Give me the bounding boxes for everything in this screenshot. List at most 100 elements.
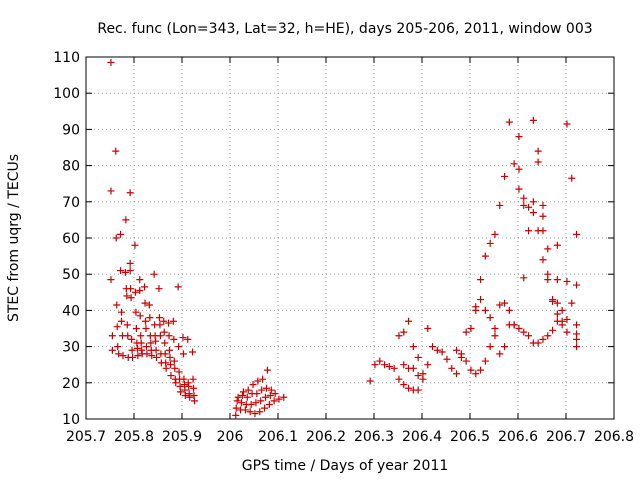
- data-point: [371, 361, 379, 369]
- data-point: [385, 363, 393, 371]
- data-point: [190, 397, 198, 405]
- data-point: [114, 343, 122, 351]
- data-point: [510, 160, 518, 168]
- data-point: [123, 292, 131, 300]
- data-point: [366, 377, 374, 385]
- data-point: [563, 277, 571, 285]
- data-point: [113, 301, 121, 309]
- data-point: [525, 332, 533, 340]
- data-point: [175, 343, 183, 351]
- data-point: [520, 194, 528, 202]
- data-point: [239, 388, 247, 396]
- data-point: [238, 391, 246, 399]
- data-point: [133, 344, 141, 352]
- data-point: [381, 361, 389, 369]
- y-tick-label: 60: [62, 231, 80, 247]
- data-point: [553, 299, 561, 307]
- data-point: [270, 397, 278, 405]
- data-point: [568, 174, 576, 182]
- x-tick-label: 206.7: [546, 429, 586, 445]
- data-point: [275, 395, 283, 403]
- data-point: [160, 328, 168, 336]
- data-point: [539, 335, 547, 343]
- data-point: [453, 346, 461, 354]
- y-tick-label: 30: [62, 340, 80, 356]
- data-point: [486, 239, 494, 247]
- data-point: [258, 386, 266, 394]
- data-point: [453, 370, 461, 378]
- data-point: [261, 404, 269, 412]
- data-point: [515, 133, 523, 141]
- data-point: [477, 296, 485, 304]
- data-point: [409, 364, 417, 372]
- data-point: [165, 319, 173, 327]
- data-point: [115, 350, 123, 358]
- data-point: [160, 317, 168, 325]
- data-point: [169, 317, 177, 325]
- data-point: [107, 276, 115, 284]
- data-point: [128, 346, 136, 354]
- data-point: [486, 314, 494, 322]
- data-point: [246, 408, 254, 416]
- data-point: [143, 350, 151, 358]
- data-point: [112, 147, 120, 155]
- data-point: [233, 397, 241, 405]
- data-point: [167, 372, 175, 380]
- data-point: [153, 353, 161, 361]
- data-point: [515, 325, 523, 332]
- data-point: [234, 393, 242, 401]
- data-point: [419, 370, 427, 378]
- data-point: [477, 276, 485, 284]
- x-tick-label: 205.7: [66, 429, 106, 445]
- data-point: [131, 288, 139, 296]
- data-point: [505, 306, 513, 314]
- data-point: [112, 234, 120, 242]
- data-point: [265, 401, 273, 409]
- data-point: [171, 364, 179, 372]
- data-point: [553, 310, 561, 318]
- data-point: [271, 390, 279, 398]
- data-point: [124, 332, 132, 340]
- data-point: [136, 312, 144, 320]
- y-tick-label: 100: [53, 86, 80, 102]
- data-point: [185, 382, 193, 390]
- data-point: [539, 227, 547, 235]
- data-point: [152, 346, 160, 354]
- grid: [86, 57, 614, 419]
- data-point: [267, 386, 275, 394]
- data-point: [481, 306, 489, 314]
- data-point: [448, 364, 456, 372]
- data-point: [150, 270, 158, 278]
- data-point: [563, 315, 571, 323]
- data-point: [467, 366, 475, 374]
- data-point: [145, 301, 153, 309]
- axis-ticks: 205.7 205.8 205.9 206 206.1 206.2 206.3 206.4 20…: [53, 50, 634, 445]
- data-point: [433, 346, 441, 354]
- data-point: [155, 314, 163, 322]
- data-point: [131, 241, 139, 249]
- data-point: [496, 350, 504, 358]
- data-point: [472, 370, 480, 378]
- y-tick-label: 90: [62, 122, 80, 138]
- data-point: [481, 357, 489, 365]
- data-point: [142, 343, 150, 351]
- data-point: [491, 230, 499, 238]
- data-point: [424, 325, 432, 332]
- data-point: [438, 348, 446, 356]
- data-point: [113, 323, 121, 331]
- data-point: [563, 328, 571, 336]
- data-point: [529, 116, 537, 124]
- data-point: [146, 314, 154, 322]
- data-point: [126, 267, 134, 275]
- data-point: [553, 241, 561, 249]
- data-point: [395, 375, 403, 383]
- data-point: [390, 364, 398, 372]
- data-point: [539, 212, 547, 220]
- data-point: [409, 343, 417, 351]
- data-point: [123, 321, 131, 329]
- data-point: [544, 245, 552, 253]
- x-axis-label: GPS time / Days of year 2011: [242, 458, 449, 474]
- data-point: [165, 332, 173, 340]
- data-point: [256, 408, 264, 416]
- data-point: [558, 306, 566, 314]
